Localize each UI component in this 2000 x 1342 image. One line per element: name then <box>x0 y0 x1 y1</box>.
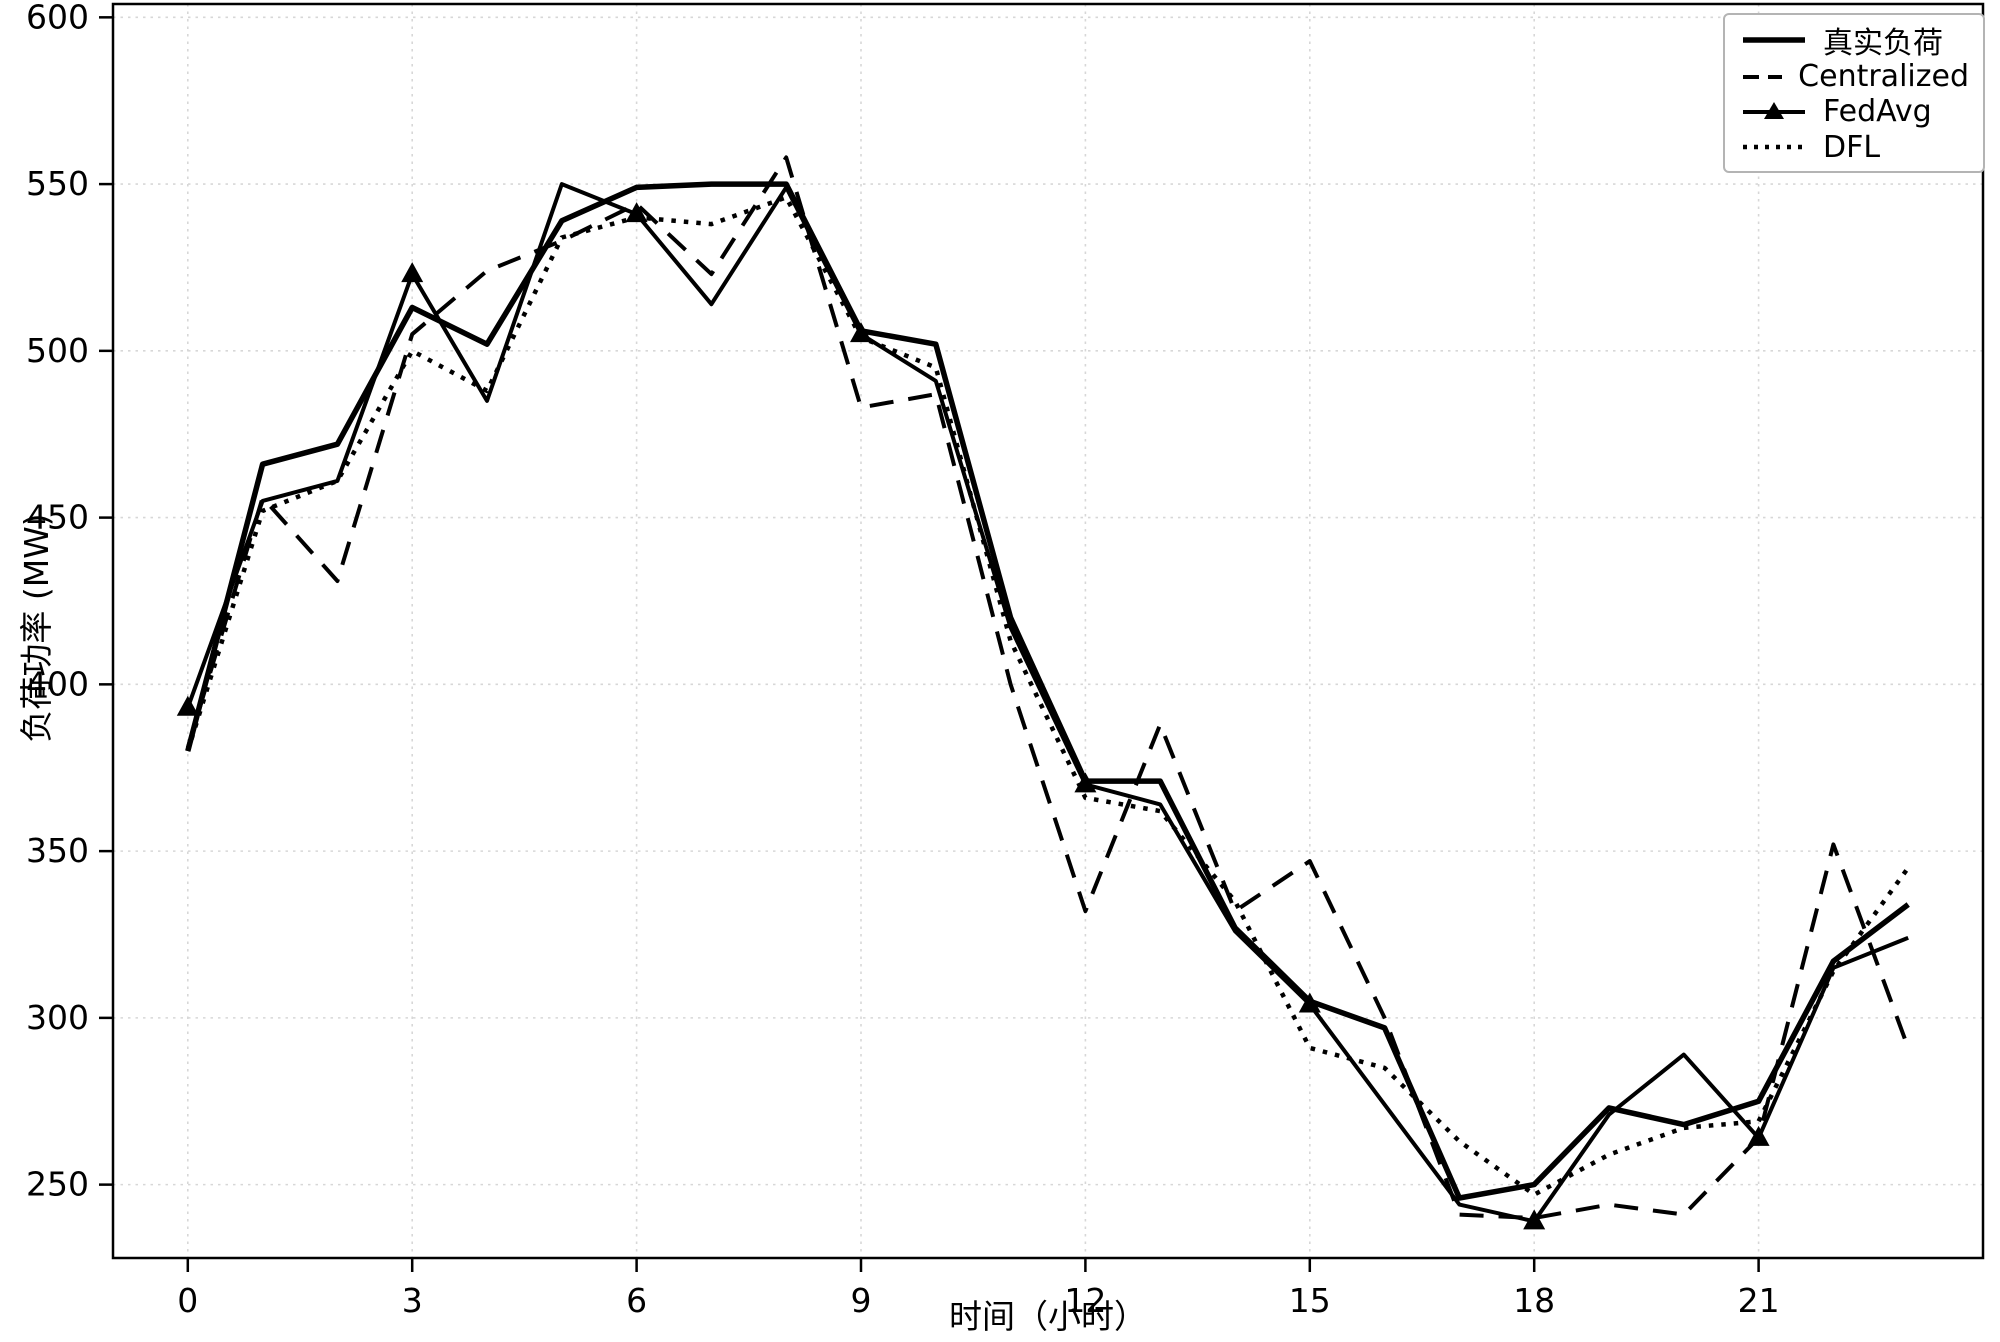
legend-sample-dfl-icon <box>1743 145 1805 150</box>
y-tick-label: 550 <box>26 164 89 203</box>
y-tick-label: 300 <box>26 998 89 1037</box>
legend-sample-fedavg-icon <box>1743 101 1805 119</box>
series-fedavg <box>185 182 1909 1224</box>
x-tick-label: 12 <box>1064 1281 1106 1320</box>
legend-label: DFL <box>1823 129 1881 165</box>
marker-triangle-fedavg <box>401 262 424 283</box>
x-tick-label: 9 <box>851 1281 872 1320</box>
y-tick-label: 250 <box>26 1165 89 1204</box>
marker-triangle-fedavg <box>1074 772 1097 793</box>
x-tick-label: 3 <box>402 1281 423 1320</box>
legend-item-fedavg: FedAvg <box>1741 94 1969 129</box>
marker-triangle-fedavg <box>176 695 199 716</box>
x-tick-label: 0 <box>177 1281 198 1320</box>
legend-item-true-load: 真实负荷 <box>1741 21 1969 61</box>
y-tick-label: 400 <box>26 664 89 703</box>
y-axis-title: 负荷功率 (MW) <box>17 513 56 743</box>
marker-triangle-fedavg <box>625 202 648 223</box>
marker-triangle-fedavg <box>850 322 872 343</box>
marker-triangle-fedavg <box>1523 1209 1546 1230</box>
x-tick-label: 15 <box>1289 1281 1331 1320</box>
x-tick-label: 18 <box>1513 1281 1555 1320</box>
legend: 真实负荷 Centralized FedAvg DFL <box>1723 13 1985 173</box>
marker-triangle-fedavg <box>1747 1125 1770 1146</box>
x-tick-label: 21 <box>1738 1281 1780 1320</box>
legend-label: 真实负荷 <box>1823 26 1943 61</box>
legend-label: Centralized <box>1798 59 1969 95</box>
legend-item-centralized: Centralized <box>1741 59 1969 94</box>
series-dfl <box>185 195 1911 1197</box>
legend-item-dfl: DFL <box>1741 130 1969 165</box>
x-axis-title: 时间（小时） <box>949 1297 1147 1336</box>
y-tick-label: 450 <box>26 498 89 537</box>
series-true-load <box>185 181 1910 1201</box>
y-tick-label: 600 <box>26 0 89 36</box>
series-centralized <box>185 155 1911 1220</box>
plot-border <box>111 2 1985 1260</box>
y-tick-label: 350 <box>26 831 89 870</box>
y-tick-label: 500 <box>26 331 89 370</box>
legend-label: FedAvg <box>1823 94 1932 130</box>
legend-sample-true-load-icon <box>1743 37 1805 43</box>
legend-sample-centralized-icon <box>1743 74 1783 79</box>
marker-triangle-fedavg <box>1298 992 1321 1013</box>
x-tick-label: 6 <box>626 1281 647 1320</box>
